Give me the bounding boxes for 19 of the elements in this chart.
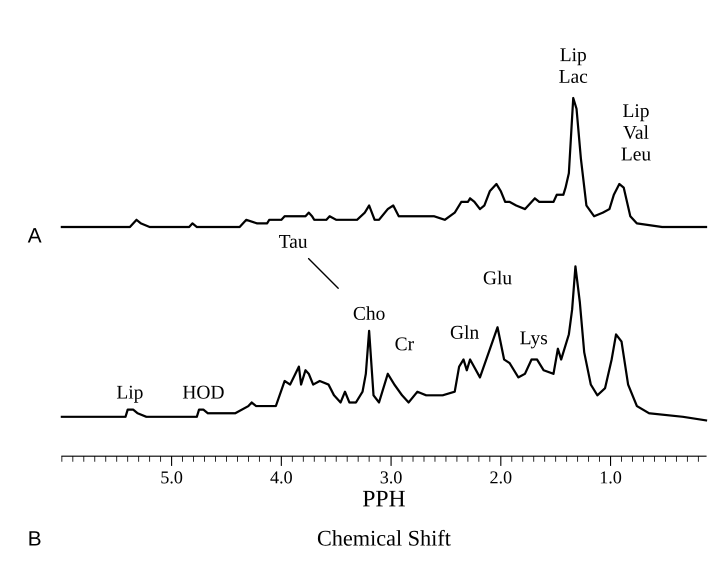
text: B	[29, 531, 41, 546]
annotation: Tau	[279, 235, 308, 248]
annotation: Lip Lac	[559, 48, 588, 83]
annotation: Lip	[116, 386, 143, 403]
x-tick-label: 1.0	[600, 471, 622, 484]
annotation: Lys	[520, 331, 548, 348]
x-axis-title: PPH	[362, 490, 405, 506]
annotation: Cr	[395, 337, 414, 350]
annotation: Cho	[354, 306, 385, 320]
text: A	[28, 228, 42, 243]
annotation: HOD	[182, 386, 224, 399]
x-tick-label: 5.0	[161, 471, 182, 484]
x-tick-label: 3.0	[380, 471, 402, 484]
annotation: Lip Val Leu	[621, 104, 651, 161]
x-tick-label: 2.0	[490, 471, 512, 484]
text: Chemical Shift	[318, 530, 451, 546]
x-tick-label: 4.0	[270, 471, 292, 484]
annotation: Glu	[484, 270, 512, 284]
annotation: Gln	[450, 325, 479, 339]
